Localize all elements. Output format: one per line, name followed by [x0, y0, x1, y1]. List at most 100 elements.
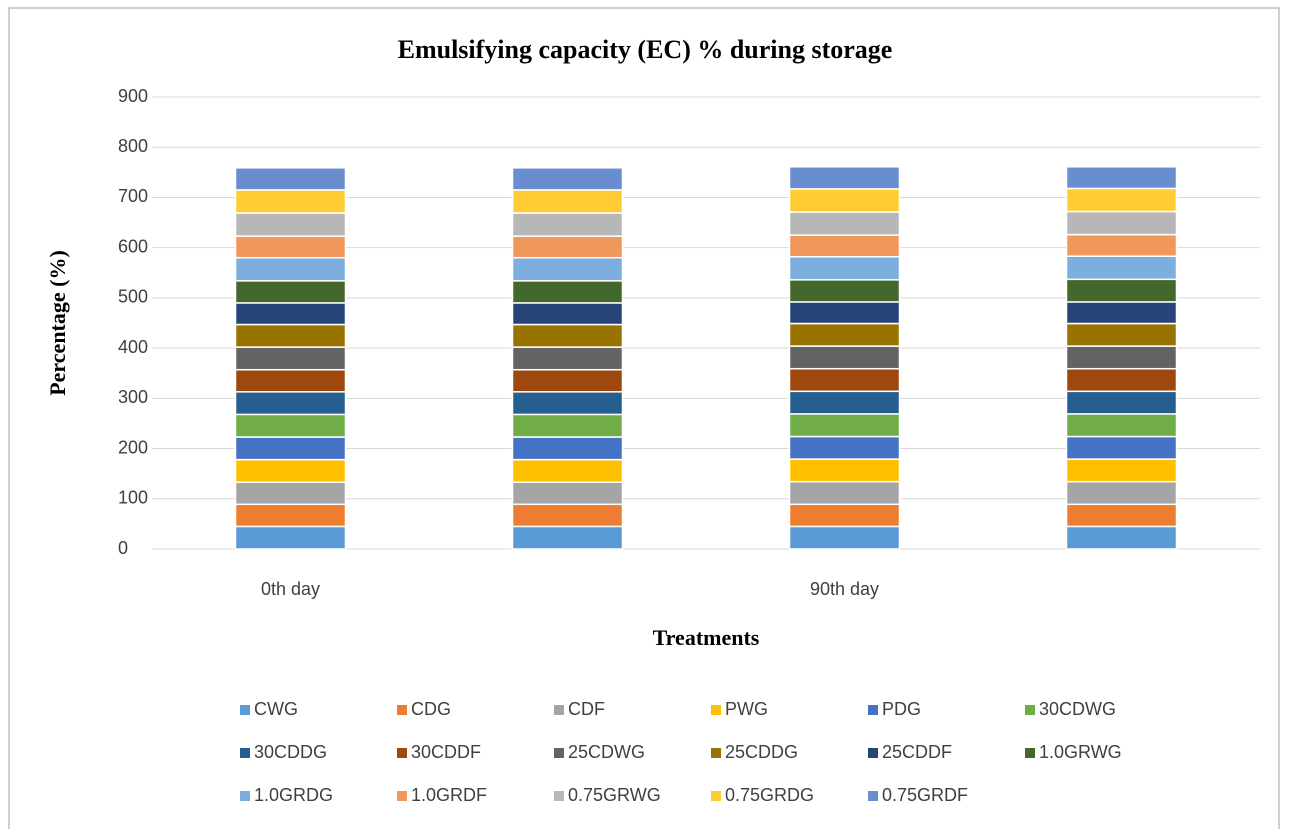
bar-segment	[234, 481, 347, 506]
bar-segment	[1065, 278, 1178, 303]
legend-label: 0.75GRWG	[568, 785, 661, 805]
legend-label: 25CDWG	[568, 742, 645, 762]
bar-segment	[511, 458, 624, 483]
bar-segment	[511, 368, 624, 393]
legend-label: 1.0GRDG	[254, 785, 333, 805]
x-tick-label: 0th day	[261, 579, 320, 599]
bar-segment	[234, 167, 347, 191]
y-tick-label: 300	[118, 387, 148, 407]
y-tick-label: 0	[118, 538, 128, 558]
bar-segment	[1065, 525, 1178, 550]
bar-segment	[234, 280, 347, 304]
bar-segment	[1065, 187, 1178, 213]
bar-segment	[788, 188, 901, 213]
legend-label: 30CDWG	[1039, 699, 1116, 719]
bar-segment	[511, 302, 624, 326]
bar-segment	[511, 235, 624, 259]
legend-label: CDF	[568, 699, 605, 719]
bar-segment	[1065, 413, 1178, 438]
bar-segment	[788, 166, 901, 190]
bar-segment	[511, 346, 624, 371]
legend-swatch	[240, 791, 250, 801]
bar-segment	[788, 413, 901, 438]
legend-swatch	[554, 791, 564, 801]
bar-segment	[511, 525, 624, 550]
bar-segment	[1065, 367, 1178, 393]
legend-swatch	[868, 748, 878, 758]
legend-label: 30CDDF	[411, 742, 481, 762]
y-tick-label: 200	[118, 437, 148, 457]
y-tick-label: 500	[118, 287, 148, 307]
bar-segment	[1065, 345, 1178, 370]
legend-swatch	[868, 705, 878, 715]
bar-segment	[788, 279, 901, 303]
legend-label: PWG	[725, 699, 768, 719]
legend-label: 0.75GRDG	[725, 785, 814, 805]
legend-label: 25CDDF	[882, 742, 952, 762]
y-tick-label: 800	[118, 136, 148, 156]
bar-segment	[511, 481, 624, 506]
bar-segment	[1065, 503, 1178, 528]
bar-segment	[234, 189, 347, 214]
bar-segment	[1065, 458, 1178, 483]
legend-swatch	[711, 705, 721, 715]
bar-segment	[788, 367, 901, 393]
legend-swatch	[554, 748, 564, 758]
legend-label: 0.75GRDF	[882, 785, 968, 805]
chart-frame	[8, 7, 1280, 829]
y-axis-title: Percentage (%)	[45, 250, 70, 396]
y-tick-label: 100	[118, 488, 148, 508]
bar-segment	[234, 458, 347, 483]
legend-label: 1.0GRWG	[1039, 742, 1122, 762]
bar-segment	[234, 346, 347, 371]
bar-segment	[1065, 390, 1178, 415]
legend-swatch	[240, 705, 250, 715]
y-tick-label: 400	[118, 337, 148, 357]
legend-label: PDG	[882, 699, 921, 719]
bar-segment	[788, 301, 901, 325]
bar-segment	[234, 503, 347, 528]
bar-segment	[234, 302, 347, 326]
bar-segment	[234, 256, 347, 282]
bar-segment	[788, 435, 901, 460]
bar-segment	[511, 413, 624, 438]
bar-segment	[234, 413, 347, 438]
bar-segment	[234, 212, 347, 237]
legend-label: CWG	[254, 699, 298, 719]
chart-title: Emulsifying capacity (EC) % during stora…	[398, 35, 893, 64]
bar-segment	[1065, 166, 1178, 190]
bar-segment	[788, 458, 901, 483]
legend-swatch	[554, 705, 564, 715]
legend-swatch	[1025, 705, 1035, 715]
legend-swatch	[711, 791, 721, 801]
y-tick-label: 600	[118, 236, 148, 256]
bar-segment	[1065, 255, 1178, 281]
bar-segment	[788, 480, 901, 506]
bar-segment	[788, 390, 901, 415]
bar-segment	[1065, 322, 1178, 347]
y-tick-label: 700	[118, 186, 148, 206]
legend-swatch	[1025, 748, 1035, 758]
y-tick-label: 900	[118, 86, 148, 106]
bar-segment	[1065, 233, 1178, 257]
bar-segment	[511, 189, 624, 214]
bar-segment	[1065, 480, 1178, 506]
bar-segment	[788, 525, 901, 550]
bar-segment	[788, 234, 901, 258]
legend-swatch	[868, 791, 878, 801]
bar-segment	[234, 368, 347, 393]
bar-segment	[511, 436, 624, 461]
bar-segment	[511, 167, 624, 191]
bar-segment	[511, 256, 624, 282]
bar-segment	[1065, 301, 1178, 325]
bar-segment	[1065, 435, 1178, 460]
bar-segment	[234, 235, 347, 259]
legend-label: 30CDDG	[254, 742, 327, 762]
bar-segment	[234, 391, 347, 416]
bar-segment	[511, 280, 624, 304]
legend-swatch	[711, 748, 721, 758]
bar-segment	[1065, 210, 1178, 236]
x-axis-title: Treatments	[653, 625, 760, 650]
bar-segment	[788, 503, 901, 528]
